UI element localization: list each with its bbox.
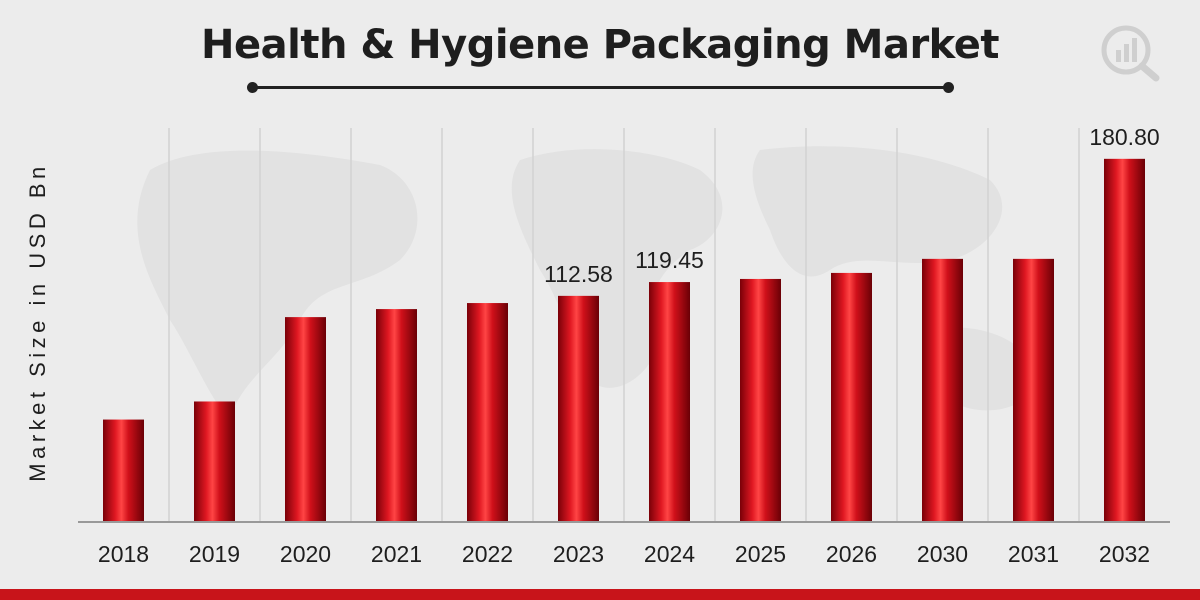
x-tick-label: 2019	[189, 541, 240, 567]
bar-2018	[103, 419, 144, 522]
x-tick-label: 2018	[98, 541, 149, 567]
x-tick-label: 2030	[917, 541, 968, 567]
chart-title: Health & Hygiene Packaging Market	[201, 22, 999, 68]
x-tick-label: 2025	[735, 541, 786, 567]
data-labels: 112.58 119.45 180.80	[544, 124, 1160, 287]
x-tick-labels: 2018 2019 2020 2021 2022 2023 2024 2025 2026 2030…	[98, 541, 1150, 567]
title-underline-left-dot	[247, 82, 258, 93]
bar-2031	[1013, 258, 1054, 522]
bar-2030	[922, 258, 963, 522]
bar-2021	[376, 309, 417, 522]
bars	[103, 158, 1145, 522]
data-label-2032: 180.80	[1089, 124, 1159, 150]
bar-2023	[558, 295, 599, 522]
bar-2032	[1104, 158, 1145, 522]
bar-2025	[740, 278, 781, 522]
x-tick-label: 2022	[462, 541, 513, 567]
data-label-2023: 112.58	[544, 261, 613, 287]
title-underline-right-dot	[943, 82, 954, 93]
vertical-gridlines	[168, 128, 1080, 522]
x-tick-label: 2032	[1099, 541, 1150, 567]
x-tick-label: 2031	[1008, 541, 1059, 567]
bar-2024	[649, 282, 690, 522]
bar-2020	[285, 317, 326, 522]
bar-2019	[194, 401, 235, 522]
x-tick-label: 2023	[553, 541, 604, 567]
x-tick-label: 2024	[644, 541, 695, 567]
x-tick-label: 2021	[371, 541, 422, 567]
x-tick-label: 2020	[280, 541, 331, 567]
bottom-accent-strip	[0, 589, 1200, 600]
data-label-2024: 119.45	[635, 247, 704, 273]
bar-2022	[467, 303, 508, 522]
x-tick-label: 2026	[826, 541, 877, 567]
title-underline	[252, 86, 950, 89]
bar-2026	[831, 272, 872, 522]
watermark-logo-icon	[1101, 25, 1160, 82]
